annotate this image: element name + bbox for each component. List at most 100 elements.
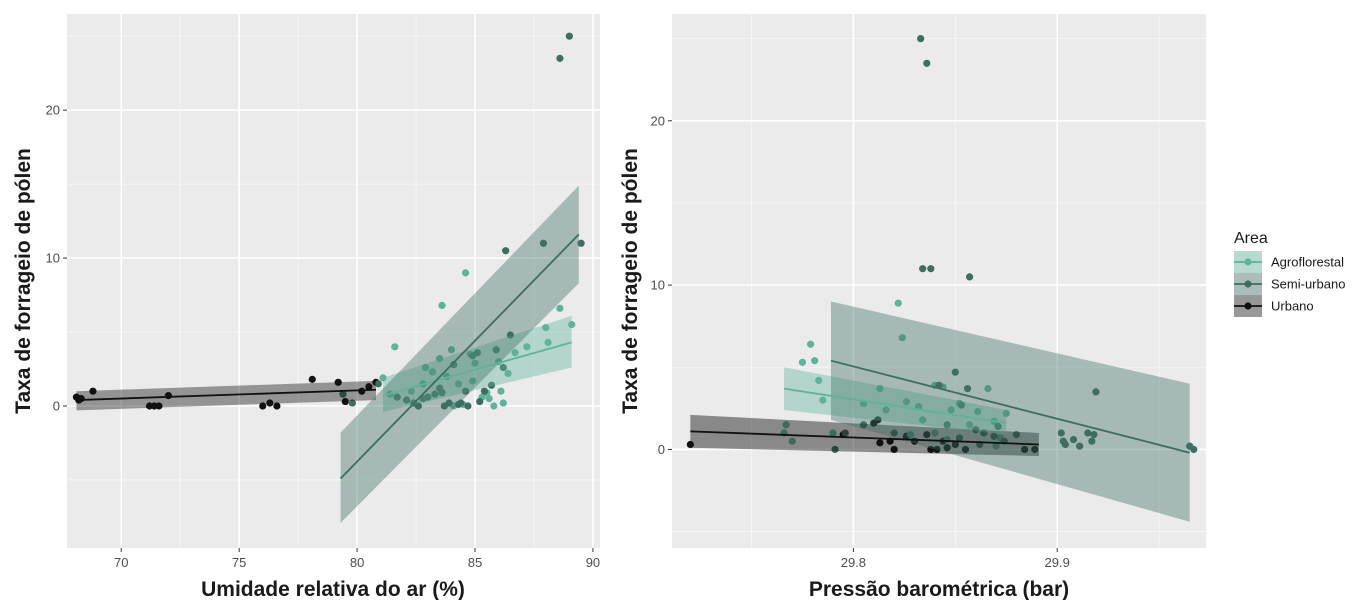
fit-line-semi: [830, 359, 1190, 454]
data-point: [565, 32, 573, 40]
data-point: [499, 399, 507, 407]
data-point: [1088, 437, 1096, 445]
data-point: [461, 387, 470, 395]
data-point: [487, 381, 496, 389]
legend-item-semi: Semi-urbano: [1234, 273, 1345, 295]
data-point: [859, 421, 868, 429]
data-point: [788, 437, 796, 445]
legend-label: Semi-urbano: [1271, 277, 1345, 292]
confidence-band-agro: [784, 367, 1007, 435]
x-axis-title: Umidade relativa do ar (%): [201, 578, 465, 600]
data-point: [542, 323, 550, 332]
data-point: [923, 59, 931, 67]
data-point: [414, 402, 423, 410]
data-point: [972, 426, 980, 434]
data-point: [1076, 442, 1084, 450]
data-point: [1092, 388, 1100, 396]
data-point: [577, 239, 585, 247]
data-point: [403, 396, 411, 404]
data-point: [266, 399, 274, 407]
data-point: [992, 442, 1000, 450]
data-point: [511, 349, 519, 357]
panel-2: 29.8 29.9 0 10 20 Pressão barométrica (bar) Ta…: [619, 14, 1206, 600]
x-axis-title: Pressão barométrica (bar): [809, 578, 1069, 600]
data-point: [965, 421, 974, 429]
data-point: [556, 304, 564, 312]
data-point: [480, 387, 489, 395]
data-point: [1084, 429, 1092, 437]
data-point: [990, 432, 998, 440]
data-point: [994, 422, 1002, 431]
data-point: [1061, 440, 1069, 449]
data-point: [438, 301, 446, 310]
data-point: [1021, 445, 1029, 454]
data-point: [876, 385, 884, 393]
data-point: [874, 416, 882, 424]
y-tick-label: 10: [46, 251, 60, 266]
data-point: [492, 346, 500, 354]
data-point: [1002, 409, 1010, 417]
y-tick-label: 20: [46, 103, 60, 118]
data-point: [365, 383, 373, 391]
data-point: [407, 387, 415, 395]
x-tick-label: 29.9: [1045, 555, 1070, 570]
data-point: [431, 390, 439, 398]
data-point: [497, 387, 505, 395]
data-point: [980, 429, 988, 437]
legend-key-point: [1244, 302, 1252, 310]
data-point: [931, 429, 939, 437]
data-point: [89, 387, 97, 395]
data-point: [890, 429, 898, 437]
data-point: [876, 439, 884, 447]
data-point: [811, 357, 819, 365]
fit-line-agro: [382, 341, 572, 397]
data-point: [815, 376, 823, 385]
confidence-band-semi: [340, 185, 579, 523]
data-point: [461, 269, 470, 277]
plot-background: [67, 14, 600, 548]
fit-line-agro: [783, 387, 1007, 425]
data-point: [963, 385, 972, 393]
data-point: [686, 440, 694, 449]
data-point: [927, 265, 935, 273]
data-point: [393, 393, 401, 401]
data-point: [829, 429, 837, 437]
y-axis-title: Taxa de forrageio de pólen: [619, 148, 642, 414]
data-point: [782, 421, 790, 429]
data-point: [902, 398, 910, 406]
data-point: [469, 377, 477, 385]
data-point: [502, 247, 510, 255]
data-point: [485, 394, 493, 403]
data-point: [379, 374, 387, 382]
data-point: [947, 406, 955, 414]
data-point: [504, 369, 512, 378]
data-point: [984, 385, 992, 393]
data-point: [951, 368, 959, 376]
points-semi: [339, 32, 585, 410]
data-point: [473, 349, 481, 357]
data-point: [927, 445, 935, 454]
points-semi: [831, 35, 1198, 454]
data-point: [428, 368, 437, 376]
data-point: [882, 406, 890, 414]
data-point: [436, 355, 444, 363]
data-point: [961, 445, 970, 454]
legend-key-point: [1244, 258, 1252, 266]
data-point: [499, 363, 507, 372]
x-tick-label: 75: [232, 555, 246, 570]
data-point: [273, 402, 281, 410]
data-point: [974, 408, 982, 416]
data-point: [476, 397, 484, 406]
data-point: [445, 399, 453, 407]
data-point: [894, 299, 902, 307]
data-point: [1057, 429, 1065, 437]
data-point: [464, 402, 472, 410]
data-point: [1012, 431, 1021, 439]
fit-line-urb: [690, 430, 1039, 446]
data-point: [308, 375, 316, 383]
data-point: [155, 402, 163, 410]
data-point: [933, 445, 941, 454]
x-tick-label: 90: [586, 555, 600, 570]
data-point: [798, 358, 807, 366]
y-tick-label: 0: [53, 398, 60, 413]
